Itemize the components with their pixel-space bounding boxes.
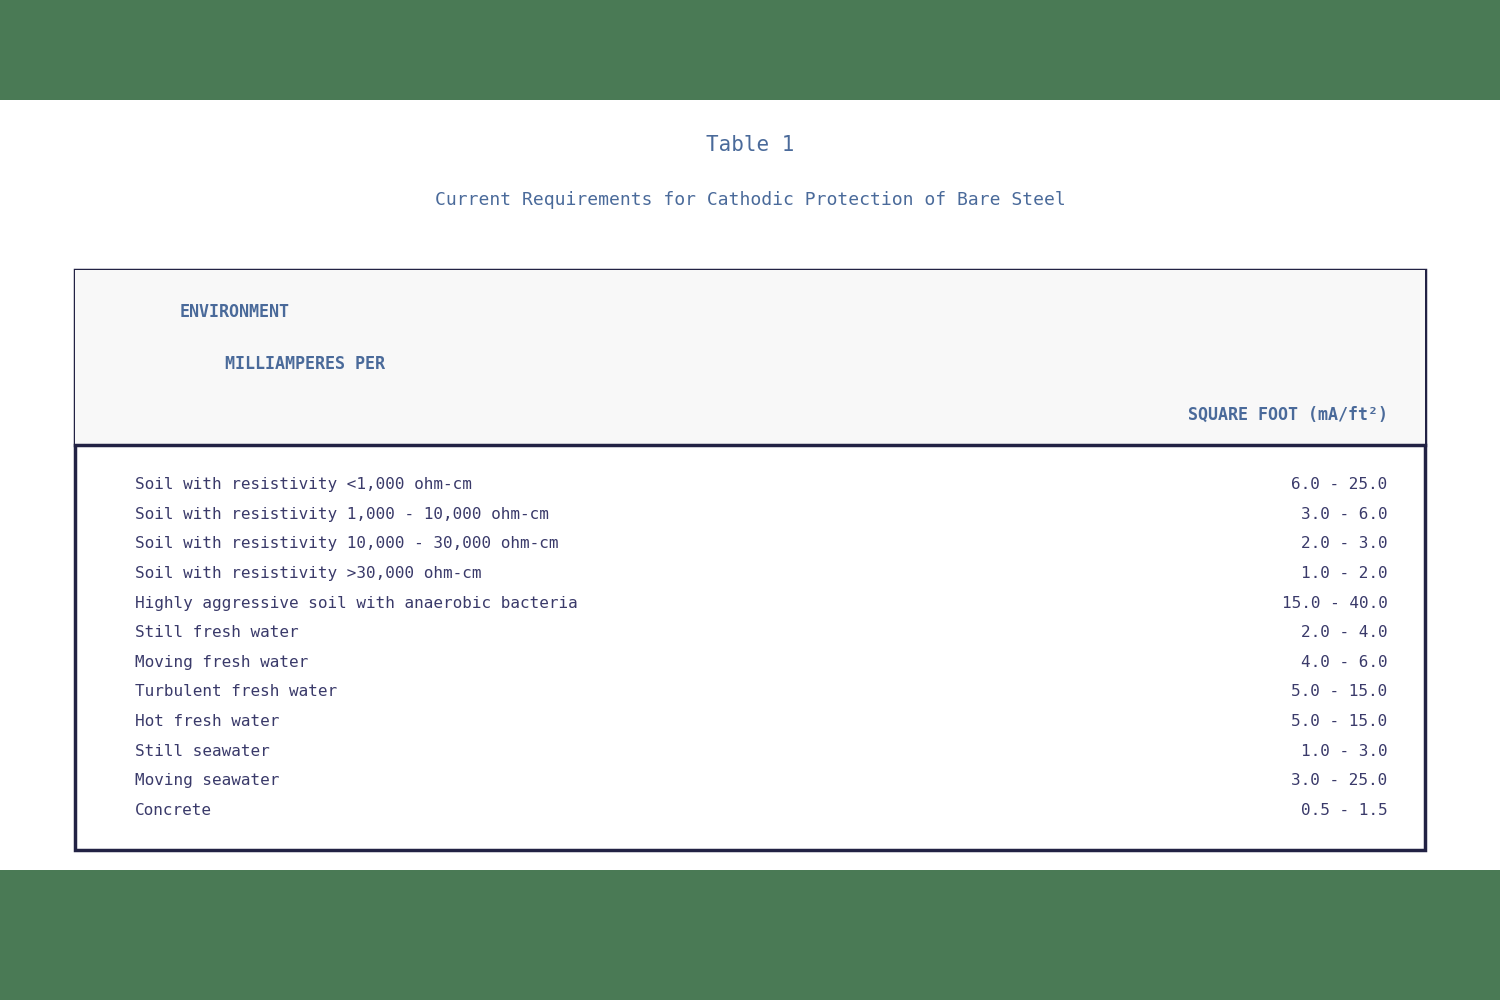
Text: 2.0 - 4.0: 2.0 - 4.0 <box>1300 625 1388 640</box>
Text: 1.0 - 3.0: 1.0 - 3.0 <box>1300 744 1388 759</box>
Text: Turbulent fresh water: Turbulent fresh water <box>135 684 338 699</box>
Bar <box>75 270 1425 445</box>
Text: 2.0 - 3.0: 2.0 - 3.0 <box>1300 536 1388 551</box>
Bar <box>0 0 1500 100</box>
Text: Moving fresh water: Moving fresh water <box>135 655 309 670</box>
Text: Soil with resistivity 1,000 - 10,000 ohm-cm: Soil with resistivity 1,000 - 10,000 ohm… <box>135 507 549 522</box>
Text: 5.0 - 15.0: 5.0 - 15.0 <box>1292 714 1388 729</box>
Text: ENVIRONMENT: ENVIRONMENT <box>180 303 290 321</box>
Text: 6.0 - 25.0: 6.0 - 25.0 <box>1292 477 1388 492</box>
Text: 4.0 - 6.0: 4.0 - 6.0 <box>1300 655 1388 670</box>
Text: Still fresh water: Still fresh water <box>135 625 298 640</box>
Text: Still seawater: Still seawater <box>135 744 270 759</box>
Text: 15.0 - 40.0: 15.0 - 40.0 <box>1281 596 1388 611</box>
Text: SQUARE FOOT (mA/ft²): SQUARE FOOT (mA/ft²) <box>1188 406 1388 424</box>
Text: Current Requirements for Cathodic Protection of Bare Steel: Current Requirements for Cathodic Protec… <box>435 191 1065 209</box>
Text: 3.0 - 6.0: 3.0 - 6.0 <box>1300 507 1388 522</box>
Text: 1.0 - 2.0: 1.0 - 2.0 <box>1300 566 1388 581</box>
Bar <box>0 100 1500 870</box>
Text: 0.5 - 1.5: 0.5 - 1.5 <box>1300 803 1388 818</box>
Text: Concrete: Concrete <box>135 803 212 818</box>
Text: Table 1: Table 1 <box>706 135 794 155</box>
Bar <box>75 270 1425 850</box>
Text: Soil with resistivity <1,000 ohm-cm: Soil with resistivity <1,000 ohm-cm <box>135 477 472 492</box>
Text: MILLIAMPERES PER: MILLIAMPERES PER <box>225 355 386 373</box>
Text: Moving seawater: Moving seawater <box>135 773 279 788</box>
Text: Soil with resistivity 10,000 - 30,000 ohm-cm: Soil with resistivity 10,000 - 30,000 oh… <box>135 536 558 551</box>
Text: 3.0 - 25.0: 3.0 - 25.0 <box>1292 773 1388 788</box>
Bar <box>0 870 1500 1000</box>
Text: Soil with resistivity >30,000 ohm-cm: Soil with resistivity >30,000 ohm-cm <box>135 566 482 581</box>
Text: Highly aggressive soil with anaerobic bacteria: Highly aggressive soil with anaerobic ba… <box>135 596 578 611</box>
Text: Hot fresh water: Hot fresh water <box>135 714 279 729</box>
Text: 5.0 - 15.0: 5.0 - 15.0 <box>1292 684 1388 699</box>
